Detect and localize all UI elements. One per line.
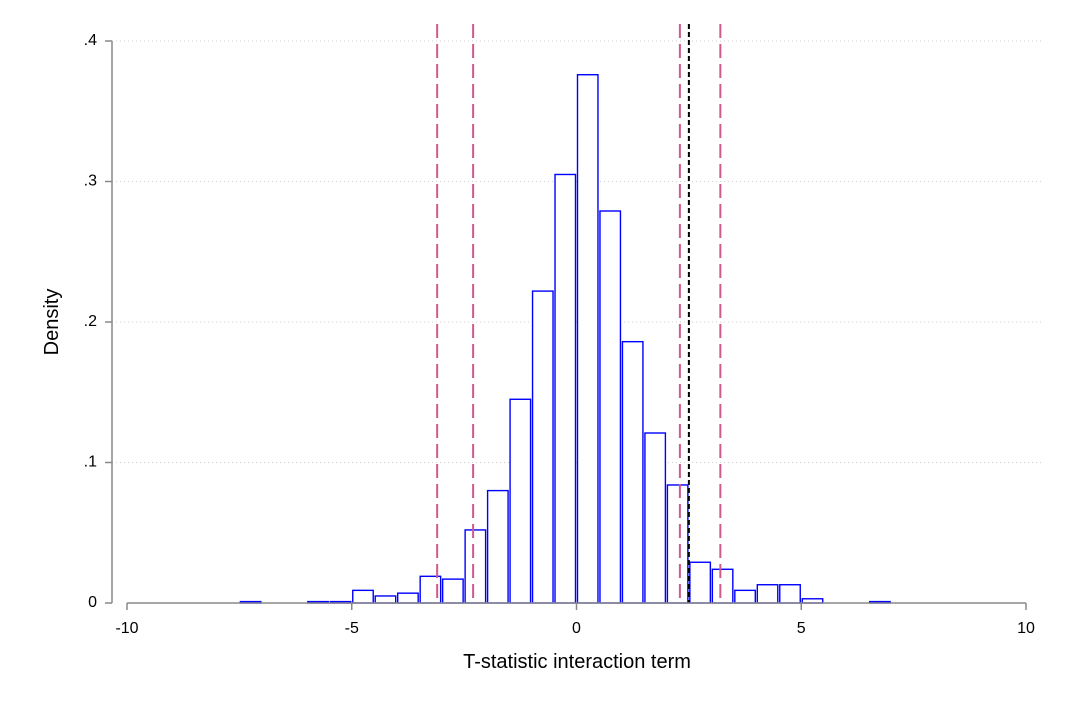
histogram-bar	[576, 74, 599, 604]
histogram-bar	[352, 589, 374, 604]
histogram-bar	[644, 432, 667, 604]
x-tick-label: -10	[115, 620, 138, 637]
histogram-bar	[397, 592, 419, 604]
histogram-bar	[509, 398, 532, 604]
histogram-bar	[554, 173, 577, 604]
x-tick-label: 0	[572, 620, 581, 637]
histogram-bar	[621, 340, 644, 604]
reference-lines	[436, 24, 722, 603]
y-tick-label: .3	[84, 173, 97, 190]
axes: 0 .1 .2 .3 .4 -10 -5 0 5 10	[84, 32, 1035, 637]
histogram-bar	[711, 568, 734, 604]
x-tick-label: 5	[797, 620, 806, 637]
y-tick-label: .4	[84, 32, 97, 49]
y-tick-label: .2	[84, 313, 97, 330]
histogram-bar	[531, 290, 554, 604]
histogram-bar	[779, 584, 801, 604]
histogram-bar	[464, 529, 487, 604]
y-tick-label: .1	[84, 454, 97, 471]
histogram-bar	[689, 561, 712, 604]
y-tick-label: 0	[88, 594, 97, 611]
histogram-bars	[239, 74, 891, 604]
x-tick-label: 10	[1017, 620, 1035, 637]
histogram-bar	[666, 484, 689, 604]
histogram-bar	[734, 589, 757, 604]
histogram-bar	[441, 578, 464, 604]
x-tick-label: -5	[345, 620, 359, 637]
histogram-bar	[486, 489, 509, 604]
histogram-bar	[599, 210, 622, 604]
grid-lines	[112, 40, 1044, 463]
histogram-bar	[374, 595, 397, 604]
x-axis-title: T-statistic interaction term	[463, 651, 691, 673]
y-axis-title: Density	[41, 289, 63, 356]
histogram-bar	[756, 584, 779, 604]
